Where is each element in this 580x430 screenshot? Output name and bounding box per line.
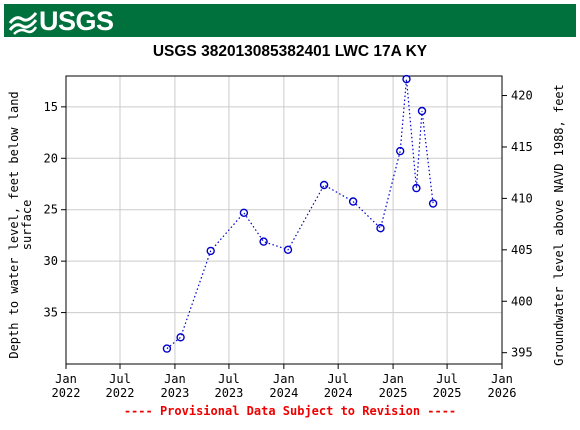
y-axis-left-label-line1: Depth to water level, feet below land: [7, 91, 21, 358]
data-point: [376, 223, 385, 233]
y-left-tick-label: 25: [44, 203, 58, 217]
data-point: [402, 74, 411, 84]
x-tick-label-year: 2025: [433, 386, 462, 400]
data-point: [176, 333, 185, 342]
data-point: [259, 237, 268, 246]
x-tick-label-month: Jul: [327, 372, 349, 386]
y-left-tick-label: 35: [44, 306, 58, 320]
y-axis-right-label: Groundwater level above NAVD 1988, feet: [552, 84, 566, 366]
x-tick-label-year: 2023: [160, 386, 189, 400]
data-series: [162, 74, 438, 353]
x-tick-label-month: Jan: [164, 372, 186, 386]
y-left-tick-label: 30: [44, 254, 58, 268]
data-point: [283, 245, 293, 255]
provisional-data-note: ---- Provisional Data Subject to Revisio…: [123, 404, 457, 418]
x-tick-label-year: 2022: [106, 386, 135, 400]
usgs-banner: USGS: [4, 4, 576, 37]
x-tick-label-month: Jul: [436, 372, 458, 386]
usgs-wave-icon: [8, 12, 38, 35]
x-tick-label-year: 2023: [214, 386, 243, 400]
y-axis-left-label-line2: surface: [20, 200, 34, 251]
y-left-tick-label: 15: [44, 100, 58, 114]
x-tick-label-year: 2026: [488, 386, 517, 400]
y-right-tick-label: 400: [511, 294, 533, 308]
axes: Jan2022Jul2022Jan2023Jul2023Jan2024Jul20…: [44, 89, 533, 400]
x-tick-label-month: Jul: [109, 372, 131, 386]
data-point: [428, 199, 438, 208]
grid-lines: [65, 76, 503, 364]
x-tick-label-month: Jul: [218, 372, 240, 386]
y-right-tick-label: 420: [511, 89, 533, 103]
data-point: [206, 246, 215, 256]
data-point: [319, 180, 329, 190]
data-point: [239, 208, 249, 218]
data-point: [412, 183, 421, 193]
y-left-tick-label: 20: [44, 151, 58, 165]
x-tick-label-year: 2022: [52, 386, 81, 400]
x-tick-label-month: Jan: [273, 372, 295, 386]
series-line: [166, 79, 434, 350]
data-point: [162, 344, 172, 353]
y-right-tick-label: 415: [511, 140, 533, 154]
x-tick-label-month: Jan: [491, 372, 513, 386]
data-point: [396, 146, 405, 156]
y-right-tick-label: 405: [511, 243, 533, 257]
x-tick-label-year: 2025: [379, 386, 408, 400]
data-point: [348, 197, 358, 206]
chart-title: USGS 382013085382401 LWC 17A KY: [152, 43, 428, 60]
y-right-tick-label: 410: [511, 191, 533, 205]
data-point: [417, 106, 427, 116]
x-tick-label-year: 2024: [324, 386, 353, 400]
x-tick-label-month: Jan: [382, 372, 404, 386]
y-right-tick-label: 395: [511, 346, 533, 360]
x-tick-label-month: Jan: [55, 372, 77, 386]
x-tick-label-year: 2024: [269, 386, 298, 400]
usgs-logo-text: USGS: [39, 6, 114, 36]
